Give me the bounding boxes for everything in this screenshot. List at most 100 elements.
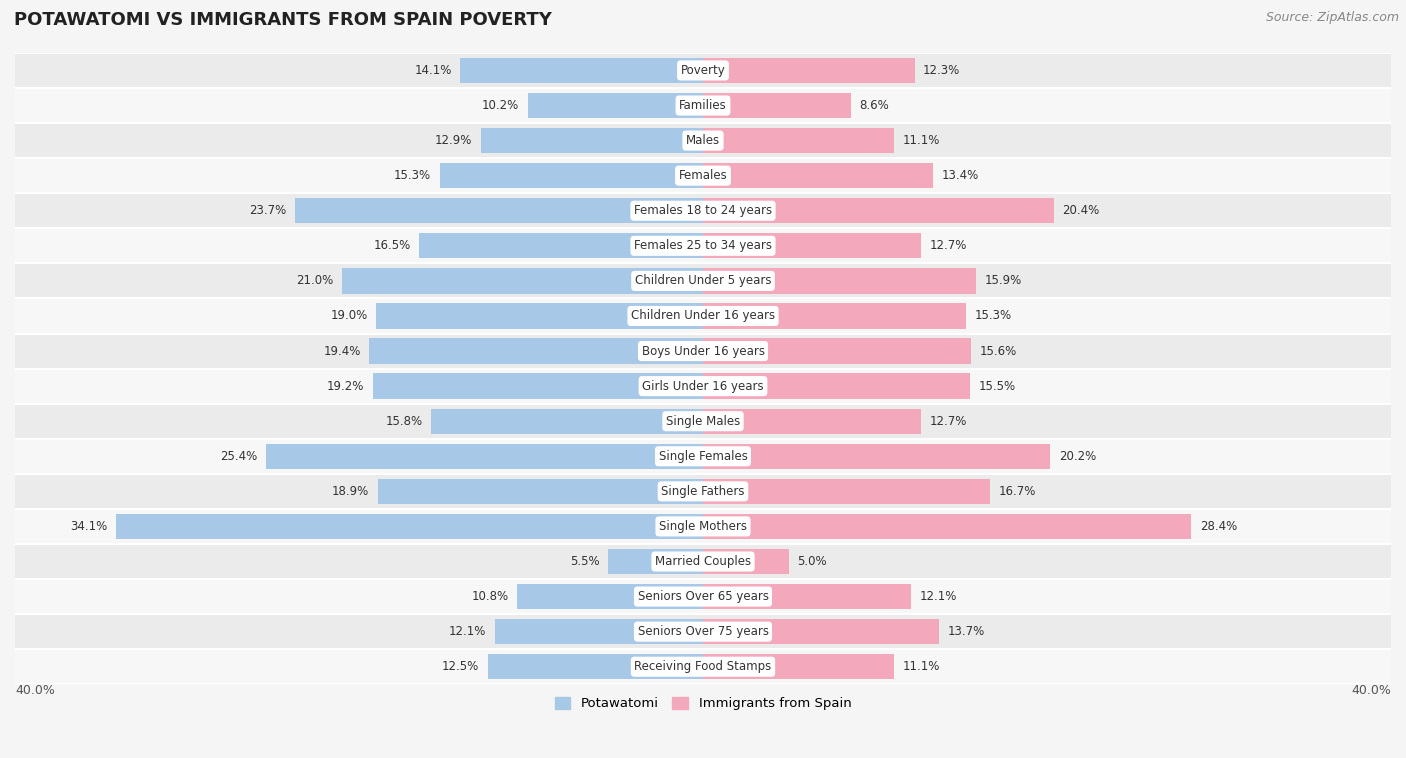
Text: 10.2%: 10.2%: [482, 99, 519, 112]
Bar: [15, 158, 1391, 193]
Bar: [15, 649, 1391, 684]
Bar: [527, 93, 703, 118]
Bar: [15, 263, 1391, 299]
Text: Single Males: Single Males: [666, 415, 740, 428]
Bar: [15, 228, 1391, 263]
Text: 15.3%: 15.3%: [394, 169, 432, 182]
Text: Children Under 16 years: Children Under 16 years: [631, 309, 775, 322]
Text: Poverty: Poverty: [681, 64, 725, 77]
Bar: [266, 443, 703, 469]
Bar: [703, 268, 977, 293]
Text: 19.2%: 19.2%: [326, 380, 364, 393]
Bar: [15, 334, 1391, 368]
Text: 10.8%: 10.8%: [471, 590, 509, 603]
Bar: [15, 368, 1391, 404]
Bar: [703, 128, 894, 153]
Bar: [15, 544, 1391, 579]
Text: Married Couples: Married Couples: [655, 555, 751, 568]
Bar: [703, 443, 1050, 469]
Text: Females: Females: [679, 169, 727, 182]
Text: 12.1%: 12.1%: [449, 625, 486, 638]
Text: 15.8%: 15.8%: [385, 415, 423, 428]
Bar: [15, 579, 1391, 614]
Bar: [342, 268, 703, 293]
Text: 25.4%: 25.4%: [221, 449, 257, 463]
Bar: [703, 198, 1054, 224]
Text: Females 25 to 34 years: Females 25 to 34 years: [634, 240, 772, 252]
Bar: [370, 338, 703, 364]
Text: 18.9%: 18.9%: [332, 485, 370, 498]
Text: 15.3%: 15.3%: [974, 309, 1012, 322]
Bar: [295, 198, 703, 224]
Text: 12.5%: 12.5%: [441, 660, 479, 673]
Bar: [703, 549, 789, 574]
Text: 15.5%: 15.5%: [979, 380, 1015, 393]
Bar: [703, 619, 939, 644]
Text: 5.5%: 5.5%: [571, 555, 600, 568]
Bar: [432, 409, 703, 434]
Bar: [377, 303, 703, 328]
Bar: [15, 509, 1391, 544]
Bar: [15, 123, 1391, 158]
Bar: [609, 549, 703, 574]
Text: 28.4%: 28.4%: [1201, 520, 1237, 533]
Bar: [117, 514, 703, 539]
Bar: [15, 404, 1391, 439]
Legend: Potawatomi, Immigrants from Spain: Potawatomi, Immigrants from Spain: [550, 691, 856, 716]
Bar: [495, 619, 703, 644]
Text: POTAWATOMI VS IMMIGRANTS FROM SPAIN POVERTY: POTAWATOMI VS IMMIGRANTS FROM SPAIN POVE…: [14, 11, 553, 30]
Text: 20.4%: 20.4%: [1063, 204, 1099, 218]
Text: 13.4%: 13.4%: [942, 169, 980, 182]
Text: 40.0%: 40.0%: [1351, 684, 1391, 697]
Bar: [488, 654, 703, 679]
Bar: [703, 479, 990, 504]
Text: Females 18 to 24 years: Females 18 to 24 years: [634, 204, 772, 218]
Text: 20.2%: 20.2%: [1059, 449, 1097, 463]
Text: Receiving Food Stamps: Receiving Food Stamps: [634, 660, 772, 673]
Bar: [373, 374, 703, 399]
Text: Seniors Over 75 years: Seniors Over 75 years: [637, 625, 769, 638]
Text: 12.1%: 12.1%: [920, 590, 957, 603]
Bar: [517, 584, 703, 609]
Text: 21.0%: 21.0%: [295, 274, 333, 287]
Bar: [703, 233, 921, 258]
Bar: [15, 439, 1391, 474]
Bar: [703, 514, 1191, 539]
Bar: [15, 614, 1391, 649]
Bar: [15, 88, 1391, 123]
Bar: [703, 163, 934, 188]
Text: 16.7%: 16.7%: [998, 485, 1036, 498]
Text: 19.4%: 19.4%: [323, 345, 361, 358]
Bar: [481, 128, 703, 153]
Text: Single Fathers: Single Fathers: [661, 485, 745, 498]
Text: 11.1%: 11.1%: [903, 134, 939, 147]
Text: Seniors Over 65 years: Seniors Over 65 years: [637, 590, 769, 603]
Text: 11.1%: 11.1%: [903, 660, 939, 673]
Text: 8.6%: 8.6%: [859, 99, 889, 112]
Bar: [703, 58, 914, 83]
Bar: [15, 53, 1391, 88]
Bar: [703, 584, 911, 609]
Bar: [703, 303, 966, 328]
Text: 15.9%: 15.9%: [986, 274, 1022, 287]
Bar: [15, 193, 1391, 228]
Bar: [461, 58, 703, 83]
Text: Families: Families: [679, 99, 727, 112]
Text: Source: ZipAtlas.com: Source: ZipAtlas.com: [1265, 11, 1399, 24]
Text: 12.7%: 12.7%: [929, 415, 967, 428]
Text: 12.9%: 12.9%: [434, 134, 472, 147]
Bar: [703, 338, 972, 364]
Bar: [703, 409, 921, 434]
Text: Children Under 5 years: Children Under 5 years: [634, 274, 772, 287]
Text: 34.1%: 34.1%: [70, 520, 108, 533]
Text: 12.7%: 12.7%: [929, 240, 967, 252]
Bar: [703, 93, 851, 118]
Text: 19.0%: 19.0%: [330, 309, 367, 322]
Text: Single Mothers: Single Mothers: [659, 520, 747, 533]
Text: 14.1%: 14.1%: [415, 64, 451, 77]
Bar: [440, 163, 703, 188]
Text: 5.0%: 5.0%: [797, 555, 827, 568]
Text: Boys Under 16 years: Boys Under 16 years: [641, 345, 765, 358]
Text: 12.3%: 12.3%: [924, 64, 960, 77]
Text: 40.0%: 40.0%: [15, 684, 55, 697]
